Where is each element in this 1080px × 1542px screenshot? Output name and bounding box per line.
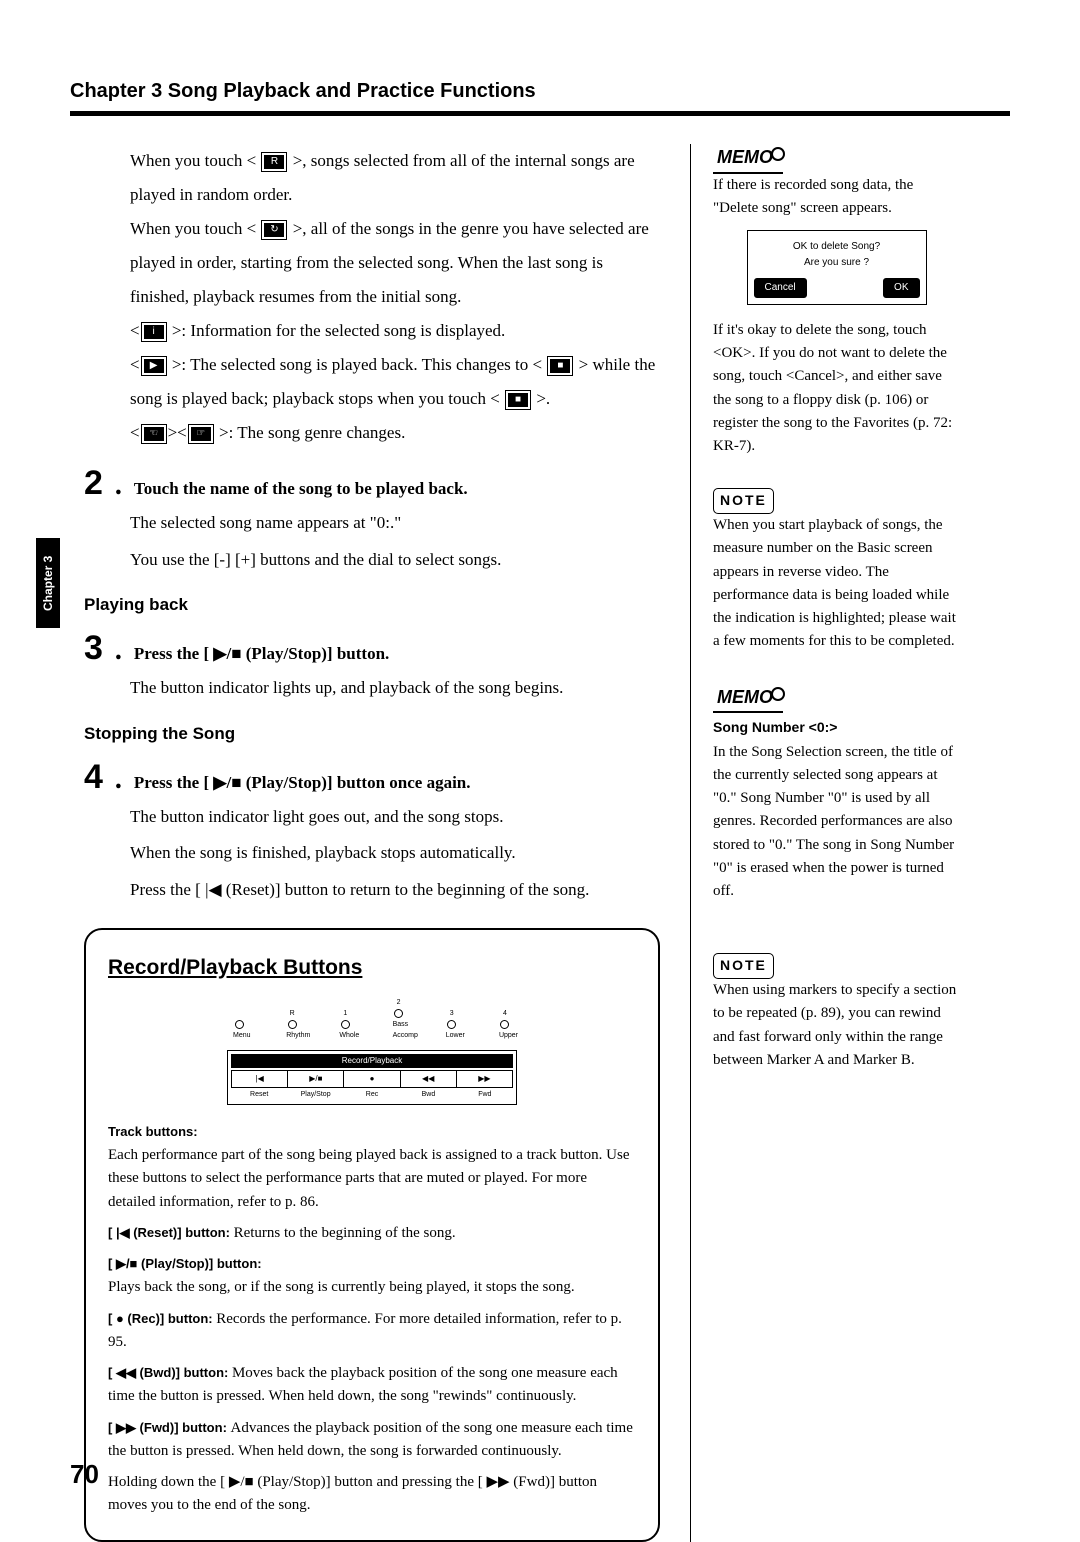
note-1: NOTE When you start playback of songs, t…	[713, 488, 960, 653]
intro-genre: <☜><☞ >: The song genre changes.	[130, 416, 660, 450]
stopping-head: Stopping the Song	[84, 724, 660, 744]
playing-back-head: Playing back	[84, 595, 660, 615]
led-bass: 2Bass Accomp	[393, 998, 405, 1042]
memo-2-text: In the Song Selection screen, the title …	[713, 741, 960, 904]
intro-info: <i >: Information for the selected song …	[130, 314, 660, 348]
reset-desc: [ |◀ (Reset)] button: Returns to the beg…	[108, 1222, 636, 1245]
intro-info-text: >: Information for the selected song is …	[172, 321, 505, 340]
step-2-body2: You use the [-] [+] buttons and the dial…	[130, 545, 660, 576]
panel-cell: ●	[344, 1071, 400, 1087]
step-2: 2 . Touch the name of the song to be pla…	[84, 466, 660, 502]
intro-play-c: >.	[536, 389, 550, 408]
stop-icon: ■	[547, 356, 573, 376]
memo-1-text: If there is recorded song data, the "Del…	[713, 174, 960, 221]
delete-dialog-line1: OK to delete Song?	[754, 239, 920, 255]
step-dot: .	[115, 635, 122, 667]
memo-1: MEMO If there is recorded song data, the…	[713, 144, 960, 458]
intro-loop-a: When you touch <	[130, 219, 256, 238]
track-buttons-body: Each performance part of the song being …	[108, 1144, 636, 1214]
step-dot: .	[115, 470, 122, 502]
step-2-body1: The selected song name appears at "0:."	[130, 508, 660, 539]
panel-cell: ▶▶	[457, 1071, 512, 1087]
step-title: Press the [ ▶/■ (Play/Stop)] button once…	[134, 773, 660, 793]
panel-cell: ▶/■	[288, 1071, 344, 1087]
hold-desc: Holding down the [ ▶/■ (Play/Stop)] butt…	[108, 1471, 636, 1518]
random-icon: R	[261, 152, 287, 172]
panel-titlebar: Record/Playback	[231, 1054, 513, 1068]
note-1-text: When you start playback of songs, the me…	[713, 514, 960, 654]
memo-label: MEMO	[713, 684, 783, 714]
playstop-body: Plays back the song, or if the song is c…	[108, 1276, 636, 1299]
intro-loop: When you touch < ↻ >, all of the songs i…	[130, 212, 660, 314]
memo-2: MEMO Song Number <0:> In the Song Select…	[713, 684, 960, 904]
note-label: NOTE	[713, 488, 774, 514]
step-4-body1: The button indicator light goes out, and…	[130, 802, 660, 833]
chapter-tab: Chapter 3	[36, 538, 60, 628]
led-lower: 3Lower	[446, 1009, 458, 1042]
intro-text: When you touch < R >, songs selected fro…	[130, 144, 660, 212]
step-4-body3: Press the [ |◀ (Reset)] button to return…	[130, 875, 660, 906]
play-icon: ▶	[141, 356, 167, 376]
delete-dialog-line2: Are you sure ?	[754, 255, 920, 271]
side-column: MEMO If there is recorded song data, the…	[690, 144, 960, 1542]
main-column: When you touch < R >, songs selected fro…	[70, 144, 660, 1542]
intro-genre-text: >: The song genre changes.	[219, 423, 405, 442]
led-whole: 1Whole	[339, 1009, 351, 1042]
intro-play-a: >: The selected song is played back. Thi…	[172, 355, 542, 374]
step-4: 4 . Press the [ ▶/■ (Play/Stop)] button …	[84, 760, 660, 796]
led-upper: 4Upper	[499, 1009, 511, 1042]
step-number: 3	[84, 631, 103, 665]
columns: When you touch < R >, songs selected fro…	[70, 144, 1010, 1542]
memo-label: MEMO	[713, 144, 783, 174]
panel-cells: |◀ ▶/■ ● ◀◀ ▶▶	[231, 1070, 513, 1088]
bwd-desc: [ ◀◀ (Bwd)] button: Moves back the playb…	[108, 1362, 636, 1409]
playstop-hdr: [ ▶/■ (Play/Stop)] button:	[108, 1253, 636, 1276]
memo-1b-text: If it's okay to delete the song, touch <…	[713, 319, 960, 459]
panel-figure: Menu RRhythm 1Whole 2Bass Accomp 3Lower …	[227, 998, 517, 1105]
track-buttons-hdr: Track buttons:	[108, 1121, 636, 1144]
step-dot: .	[115, 764, 122, 796]
fwd-desc: [ ▶▶ (Fwd)] button: Advances the playbac…	[108, 1417, 636, 1464]
ok-button[interactable]: OK	[883, 278, 919, 298]
panel-leds: Menu RRhythm 1Whole 2Bass Accomp 3Lower …	[227, 998, 517, 1042]
note-2-text: When using markers to specify a section …	[713, 979, 960, 1072]
step-title: Press the [ ▶/■ (Play/Stop)] button.	[134, 644, 660, 664]
info-icon: i	[141, 322, 167, 342]
step-number: 4	[84, 760, 103, 794]
rec-desc: [ ● (Rec)] button: Records the performan…	[108, 1308, 636, 1355]
loop-icon: ↻	[261, 220, 287, 240]
step-number: 2	[84, 466, 103, 500]
callout-box: Record/Playback Buttons Menu RRhythm 1Wh…	[84, 928, 660, 1542]
chapter-header: Chapter 3 Song Playback and Practice Fun…	[70, 80, 1010, 103]
note-2: NOTE When using markers to specify a sec…	[713, 953, 960, 1072]
panel-label: Bwd	[400, 1090, 456, 1101]
panel-cell: ◀◀	[401, 1071, 457, 1087]
panel-label: Rec	[344, 1090, 400, 1101]
intro-random-a: When you touch <	[130, 151, 256, 170]
step-title: Touch the name of the song to be played …	[134, 479, 660, 499]
memo-2-hdr: Song Number <0:>	[713, 719, 837, 735]
delete-dialog-buttons: Cancel OK	[754, 278, 920, 298]
step-3-body1: The button indicator lights up, and play…	[130, 673, 660, 704]
genre-next-icon: ☞	[188, 424, 214, 444]
step-3: 3 . Press the [ ▶/■ (Play/Stop)] button.	[84, 631, 660, 667]
panel-label: Fwd	[457, 1090, 513, 1101]
header-rule	[70, 111, 1010, 116]
panel-cell: |◀	[232, 1071, 288, 1087]
cancel-button[interactable]: Cancel	[754, 278, 807, 298]
panel-label: Reset	[231, 1090, 287, 1101]
delete-dialog: OK to delete Song? Are you sure ? Cancel…	[747, 230, 927, 305]
stop-icon: ■	[505, 390, 531, 410]
panel-labels: Reset Play/Stop Rec Bwd Fwd	[231, 1090, 513, 1101]
led-rhythm: RRhythm	[286, 1009, 298, 1042]
panel-box: Record/Playback |◀ ▶/■ ● ◀◀ ▶▶ Reset Pla…	[227, 1050, 517, 1105]
note-label: NOTE	[713, 953, 774, 979]
panel-label: Play/Stop	[287, 1090, 343, 1101]
page-number: 70	[70, 1459, 99, 1490]
callout-title: Record/Playback Buttons	[108, 952, 636, 985]
genre-prev-icon: ☜	[141, 424, 167, 444]
led-menu: Menu	[233, 1020, 245, 1042]
intro-play: <▶ >: The selected song is played back. …	[130, 348, 660, 416]
step-4-body2: When the song is finished, playback stop…	[130, 838, 660, 869]
